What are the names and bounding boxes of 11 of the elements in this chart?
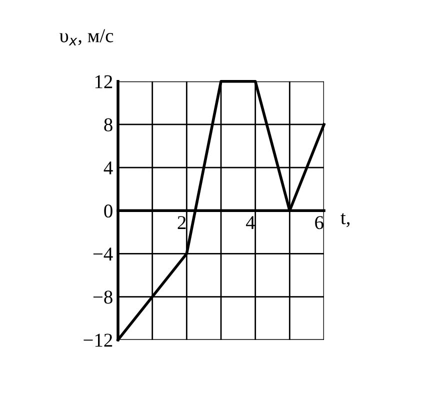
- y-tick-label: −12: [84, 334, 112, 347]
- y-tick-label: −4: [93, 248, 113, 260]
- y-tick-label: 4: [104, 161, 113, 174]
- y-tick-label: 12: [95, 75, 112, 88]
- y-tick-label: 0: [104, 204, 112, 218]
- x-tick-label: 6: [315, 216, 324, 230]
- x-tick-label: 2: [178, 216, 186, 229]
- y-tick-label: −8: [93, 290, 112, 304]
- y-axis-title: υ$_{x}$, м/с: [60, 29, 114, 46]
- x-axis-title: t,: [340, 213, 350, 228]
- y-tick-label: 8: [104, 118, 112, 132]
